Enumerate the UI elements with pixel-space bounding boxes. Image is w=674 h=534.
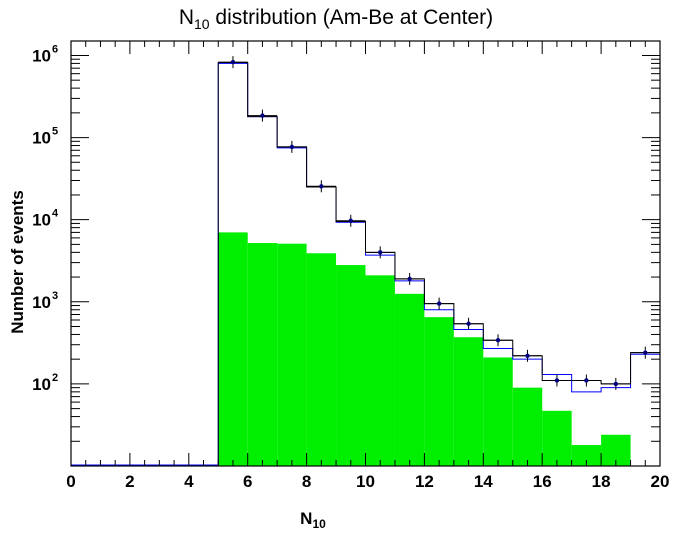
data-point-0 [230, 59, 236, 65]
outline-histogram-0 [217, 62, 660, 466]
filled-bar-3 [306, 253, 337, 466]
data-point-2 [289, 144, 295, 150]
x-axis-title-main: N [300, 509, 312, 528]
x-axis-title-subscript: 10 [312, 517, 326, 531]
filled-bar-2 [277, 243, 307, 466]
x-tick-label-0: 0 [66, 472, 75, 491]
x-axis-title: N10 [300, 509, 326, 531]
y-tick-label-3: 10 [32, 293, 51, 312]
data-point-8 [466, 321, 471, 326]
filled-bar-7 [424, 317, 454, 466]
filled-bar-9 [483, 357, 513, 466]
filled-bar-0 [218, 232, 248, 466]
filled-bar-4 [336, 265, 366, 466]
y-tick-label-2: 10 [32, 375, 51, 394]
data-point-14 [643, 350, 648, 355]
y-tick-label-5: 10 [32, 129, 51, 148]
y-tick-label-4: 10 [32, 211, 51, 230]
y-tick-exponent-4: 4 [52, 208, 59, 220]
data-point-12 [584, 378, 589, 383]
y-tick-label-6: 10 [32, 46, 51, 65]
x-tick-label-2: 2 [125, 472, 134, 491]
x-tick-label-16: 16 [533, 472, 552, 491]
filled-bar-12 [571, 445, 602, 466]
data-point-1 [260, 113, 265, 118]
y-tick-exponent-3: 3 [52, 290, 58, 302]
y-tick-exponent-5: 5 [52, 126, 58, 138]
filled-bar-10 [512, 387, 543, 466]
x-tick-label-20: 20 [651, 472, 670, 491]
y-tick-exponent-2: 2 [52, 372, 58, 384]
x-tick-label-6: 6 [243, 472, 252, 491]
title-rest: distribution (Am-Be at Center) [210, 6, 494, 29]
title-main-part: N [179, 6, 194, 29]
data-point-13 [613, 381, 619, 387]
data-point-7 [436, 301, 442, 306]
x-tick-label-14: 14 [474, 472, 493, 491]
data-point-6 [407, 276, 412, 282]
x-tick-label-10: 10 [356, 472, 375, 491]
x-tick-label-12: 12 [415, 472, 434, 491]
filled-bar-5 [365, 275, 395, 466]
data-point-3 [319, 184, 324, 189]
data-point-11 [554, 378, 560, 383]
data-point-9 [495, 338, 501, 343]
title-subscript: 10 [194, 16, 210, 32]
data-point-4 [348, 218, 353, 223]
chart-title: N10 distribution (Am-Be at Center) [179, 6, 493, 32]
filled-bar-1 [247, 242, 278, 466]
x-tick-label-8: 8 [302, 472, 311, 491]
y-tick-exponent-6: 6 [52, 43, 58, 55]
data-point-10 [525, 353, 530, 358]
x-tick-label-4: 4 [184, 472, 194, 491]
x-tick-label-18: 18 [592, 472, 611, 491]
filled-bar-6 [394, 293, 425, 466]
filled-bar-8 [453, 337, 484, 466]
data-point-5 [378, 250, 383, 255]
y-axis-title: Number of events [8, 190, 27, 334]
filled-bar-11 [542, 410, 572, 466]
